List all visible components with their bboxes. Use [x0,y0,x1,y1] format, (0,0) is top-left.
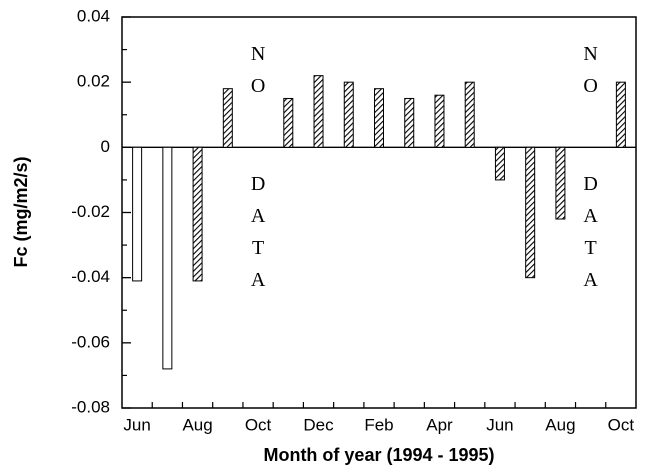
annotation: NO DATA [580,43,602,301]
y-axis-label: Fc (mg/m2/s) [11,156,31,267]
x-tick-label: Aug [182,415,212,434]
y-tick-label: -0.04 [71,267,110,286]
y-tick-label: 0.04 [77,6,110,25]
y-tick-label: 0.02 [77,72,110,91]
x-axis-label: Month of year (1994 - 1995) [263,445,494,465]
bar [615,81,626,148]
bar [555,146,566,220]
y-tick-label: -0.08 [71,397,110,416]
x-tick-label: Dec [303,415,334,434]
x-tick-label: Jun [123,415,150,434]
bar [313,75,324,148]
bar [494,146,505,181]
plot-frame [121,16,637,409]
bar [525,146,536,279]
x-tick-label: Aug [545,415,575,434]
bar [464,81,475,148]
bar [283,97,294,148]
bar [222,88,233,148]
x-tick-label: Oct [608,415,635,434]
annotation: NO DATA [247,43,269,301]
x-tick-label: Oct [245,415,272,434]
x-tick-label: Feb [364,415,393,434]
y-tick-label: -0.02 [71,202,110,221]
bar [374,88,384,148]
x-tick-label: Jun [486,415,513,434]
x-tick-label: Apr [426,415,453,434]
bar [404,97,415,148]
y-tick-label: -0.06 [71,332,110,351]
y-tick-label: 0 [101,137,110,156]
bar [192,146,203,282]
bar [132,146,143,282]
bar [162,146,173,370]
bar [343,81,354,148]
bar [434,94,445,148]
